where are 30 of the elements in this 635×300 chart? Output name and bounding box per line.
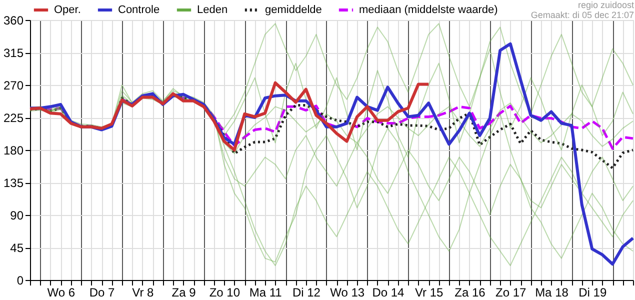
y-tick-label: 315 [3,46,24,60]
y-tick-label: 90 [10,208,24,222]
x-tick-label: Vr 15 [414,286,444,300]
legend-label: Controle [118,4,160,16]
x-tick-label: Vr 8 [132,286,154,300]
x-tick-label: Za 16 [454,286,486,300]
x-tick-label: Ma 18 [535,286,569,300]
y-tick-label: 270 [3,78,24,92]
x-tick-label: Za 9 [172,286,196,300]
legend-label: gemiddelde [265,4,322,16]
y-tick-label: 225 [3,111,24,125]
x-tick-label: Wo 6 [47,286,76,300]
y-tick-label: 135 [3,176,24,190]
legend-label: Oper. [54,4,81,16]
x-tick-label: Zo 10 [209,286,240,300]
legend-label: Leden [197,4,228,16]
x-tick-label: Di 12 [292,286,321,300]
y-tick-label: 360 [3,14,24,28]
text: regio zuidoost [578,0,634,10]
x-tick-label: Wo 13 [330,286,365,300]
y-tick-label: 0 [16,274,24,288]
x-tick-label: Do 14 [372,286,405,300]
y-tick-label: 180 [3,144,24,158]
x-tick-label: Ma 11 [249,286,282,300]
y-tick-label: 45 [10,241,24,255]
x-tick-label: Di 19 [578,286,607,300]
x-tick-label: Zo 17 [496,286,527,300]
text: Gemaakt: di 05 dec 21:07 [530,10,634,20]
legend-label: mediaan (middelste waarde) [359,4,498,16]
x-tick-label: Do 7 [89,286,116,300]
